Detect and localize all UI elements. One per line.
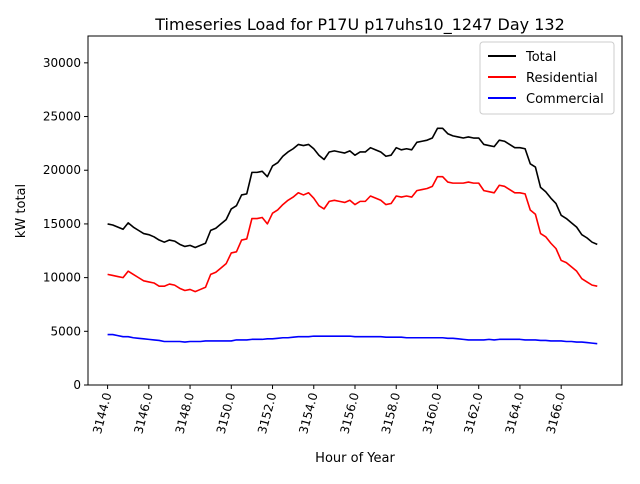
y-tick-label: 30000 [43, 56, 81, 70]
legend-box [479, 41, 615, 115]
y-tick-label: 0 [73, 378, 81, 392]
y-axis-label: kW total [14, 184, 29, 238]
y-tick-label: 25000 [43, 110, 81, 124]
legend-label-total: Total [525, 50, 556, 65]
series-layer [107, 127, 598, 345]
legend: Total Residential Commercial [479, 41, 615, 115]
legend-label-commercial: Commercial [526, 92, 604, 107]
y-tick-label: 10000 [43, 271, 81, 285]
series-line-residential [107, 175, 598, 293]
legend-label-residential: Residential [526, 71, 598, 86]
y-tick-label: 15000 [43, 217, 81, 231]
y-tick-label: 20000 [43, 163, 81, 177]
y-tick-label: 5000 [50, 324, 81, 338]
x-axis-label: Hour of Year [315, 451, 395, 466]
series-line-total [107, 127, 598, 249]
chart-title: Timeseries Load for P17U p17uhs10_1247 D… [154, 15, 565, 35]
y-axis: 0 5000 10000 15000 20000 25000 30000 [43, 56, 88, 392]
series-line-commercial [107, 333, 598, 345]
